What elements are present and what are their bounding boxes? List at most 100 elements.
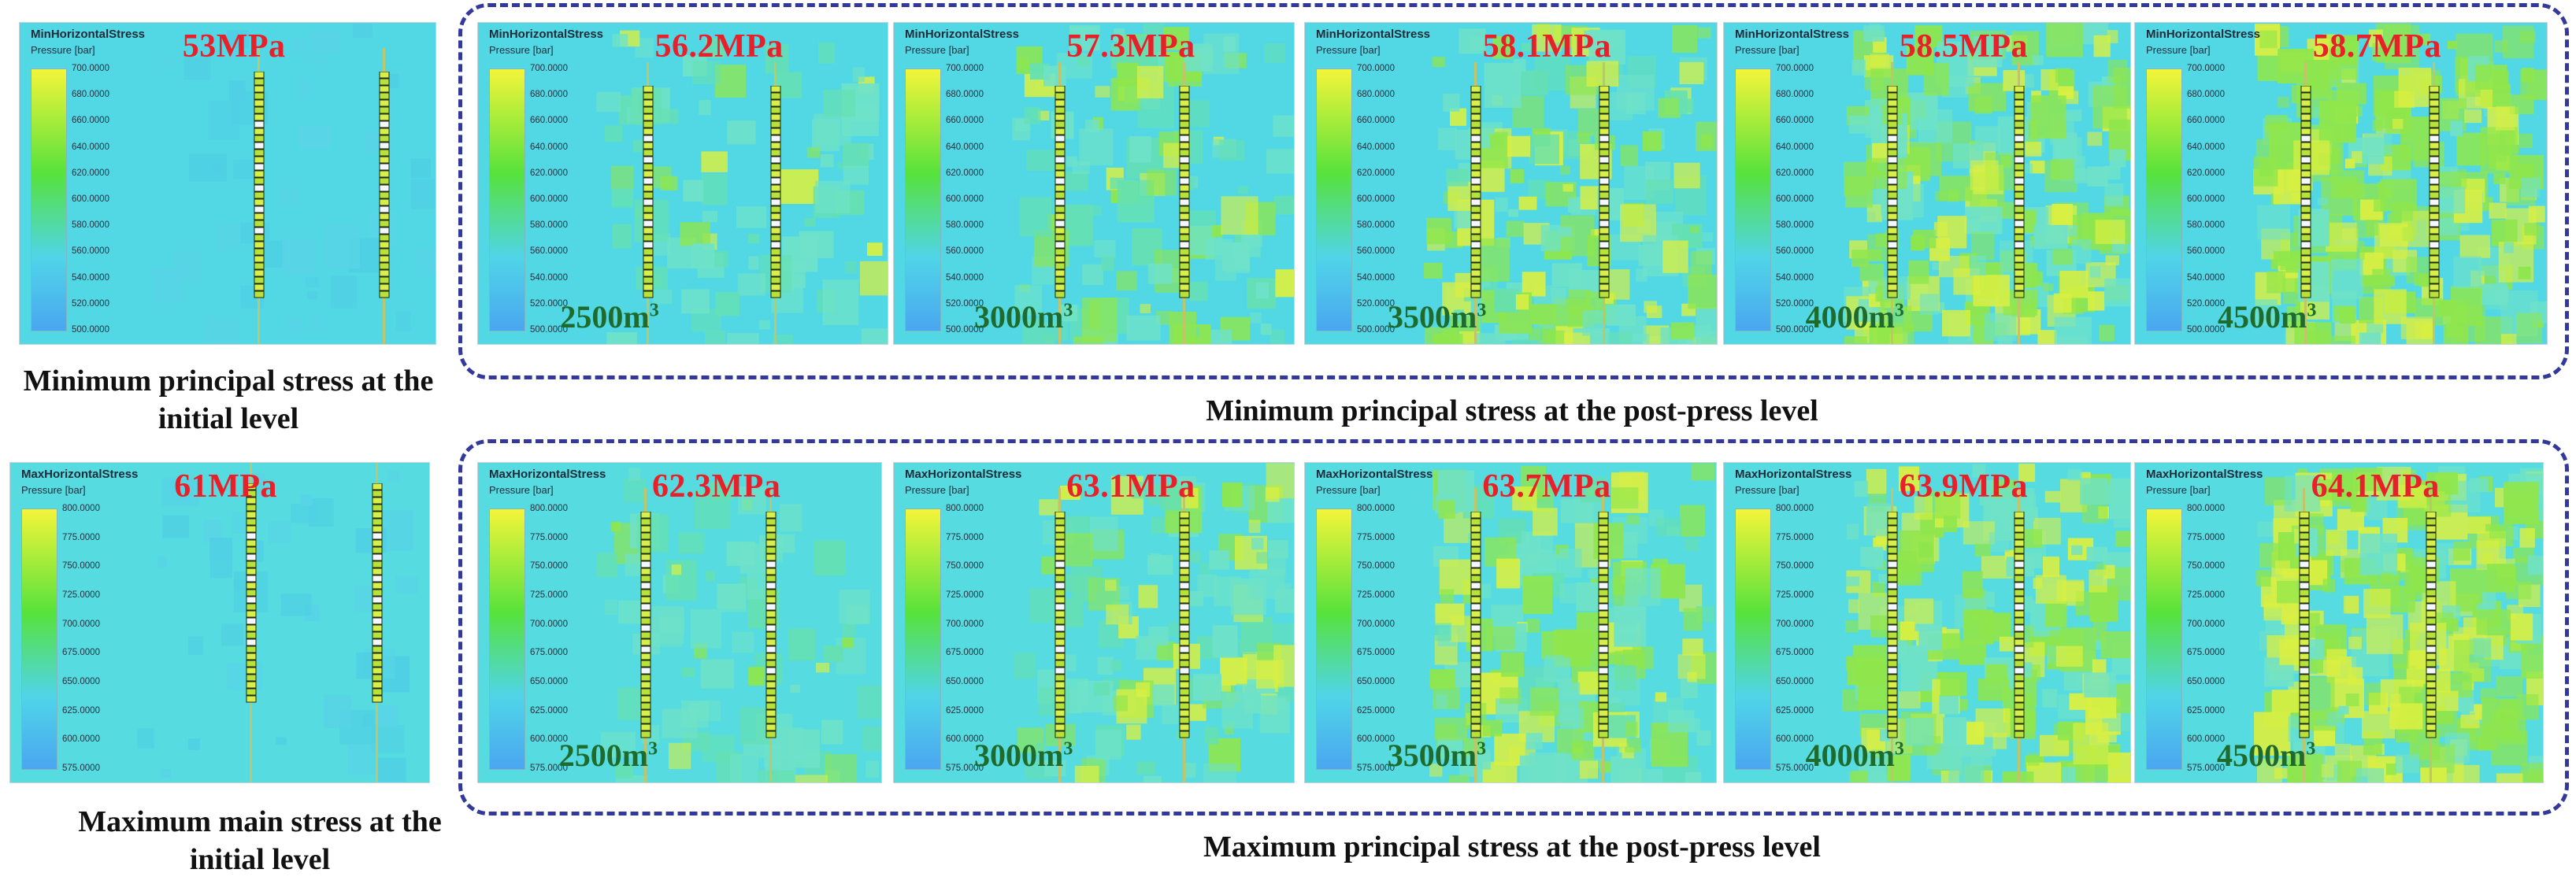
- colorbar-tick-label: 560.0000: [946, 246, 984, 257]
- wellbore-segment: [2299, 553, 2310, 561]
- stress-cell: [2107, 60, 2127, 83]
- stress-cell: [2381, 572, 2393, 585]
- wellbore-segment: [2429, 156, 2440, 164]
- colorbar-tick-label: 500.0000: [1776, 325, 1814, 335]
- wellbore-segment: [254, 156, 265, 164]
- wellbore-segment: [640, 674, 651, 682]
- wellbore-segment: [1054, 163, 1066, 171]
- wellbore-segment: [1179, 149, 1190, 157]
- stress-cell: [2393, 119, 2404, 129]
- wellbore-segment: [2426, 610, 2437, 618]
- volume-exponent: 3: [1894, 300, 1904, 321]
- wellbore-segment: [1179, 660, 1190, 668]
- stress-cell: [2515, 313, 2543, 343]
- wellbore-segment: [1470, 92, 1481, 100]
- wellbore-segment: [1599, 262, 1610, 270]
- stress-cell: [2084, 672, 2117, 698]
- volume-label: 2500m3: [560, 298, 658, 335]
- wellbore-segment: [1470, 113, 1481, 121]
- wellbore-segment: [643, 163, 654, 171]
- wellbore-segment: [1179, 546, 1190, 554]
- wellbore-segment: [379, 248, 390, 256]
- stress-cell: [611, 165, 634, 190]
- colorbar-tick-label: 540.0000: [946, 272, 984, 283]
- wellbore-segment: [1887, 603, 1898, 611]
- wellbore-2: [1179, 512, 1190, 738]
- stress-cell: [2450, 120, 2463, 136]
- wellbore-segment: [379, 92, 390, 100]
- wellbore-segment: [1054, 617, 1066, 625]
- wellbore-segment: [1470, 205, 1481, 213]
- wellbore-segment: [379, 163, 390, 171]
- stress-cell: [1106, 605, 1129, 625]
- wellbore-segment: [1598, 681, 1609, 689]
- stress-cell: [2333, 305, 2355, 321]
- stress-panel-r0-p4: MinHorizontalStress Pressure [bar] 700.000…: [1723, 22, 2131, 345]
- stress-cell: [395, 576, 418, 594]
- wellbore-segment: [1470, 269, 1481, 277]
- stress-cell: [2322, 579, 2336, 593]
- stress-cell: [2032, 55, 2044, 65]
- wellbore-segment: [1054, 631, 1066, 639]
- wellbore-segment: [770, 86, 781, 93]
- stress-cell: [765, 44, 789, 74]
- wellbore-segment: [1599, 92, 1610, 100]
- stress-cell: [1214, 259, 1236, 281]
- wellbore-segment: [1179, 92, 1190, 100]
- stress-cell: [1646, 305, 1662, 319]
- stress-cell: [1429, 764, 1443, 777]
- wellbore-segment: [379, 234, 390, 242]
- colorbar-title: MinHorizontalStress: [31, 28, 146, 41]
- stress-cell: [1970, 160, 1999, 190]
- stress-cell: [1690, 250, 1712, 277]
- colorbar-tick-label: 725.0000: [530, 590, 568, 600]
- wellbore-segment: [1054, 213, 1066, 220]
- stress-panel-r0-p3: MinHorizontalStress Pressure [bar] 700.000…: [1304, 22, 1718, 345]
- stress-cell: [1999, 636, 2015, 652]
- wellbore-segment: [1470, 716, 1481, 724]
- wellbore-segment: [1470, 234, 1481, 242]
- stress-cell: [1525, 733, 1543, 750]
- stress-cell: [1249, 568, 1285, 599]
- pressure-label: 58.1MPa: [1482, 28, 1612, 65]
- stress-cell: [1563, 632, 1592, 658]
- wellbore-segment: [254, 290, 265, 298]
- stress-cell: [2475, 65, 2507, 90]
- wellbore-segment: [1887, 262, 1898, 270]
- stress-cell: [715, 291, 739, 316]
- wellbore-segment: [1470, 709, 1481, 717]
- colorbar-tick-label: 580.0000: [72, 220, 109, 231]
- wellbore-segment: [1470, 674, 1481, 682]
- wellbore-segment: [1598, 674, 1609, 682]
- stress-cell: [2018, 464, 2036, 483]
- colorbar-tick-label: 775.0000: [1357, 532, 1395, 542]
- stress-cell: [596, 91, 621, 113]
- wellbore-segment: [372, 490, 383, 497]
- stress-cell: [846, 605, 869, 624]
- wellbore-segment: [2014, 156, 2025, 164]
- wellbore-segment: [2300, 262, 2311, 270]
- stress-cell: [1043, 65, 1066, 87]
- stress-cell: [376, 705, 398, 728]
- stress-cell: [410, 158, 431, 179]
- colorbar-unit: Pressure [bar]: [2146, 44, 2211, 56]
- stress-cell: [2480, 688, 2496, 702]
- wellbore-segment: [1599, 283, 1610, 291]
- stress-panel-r0-p2: MinHorizontalStress Pressure [bar] 700.000…: [893, 22, 1295, 345]
- volume-exponent: 3: [648, 738, 658, 760]
- volume-label: 2500m3: [559, 737, 658, 774]
- wellbore-segment: [2014, 92, 2025, 100]
- stress-cell: [1939, 694, 1959, 714]
- colorbar-tick-label: 625.0000: [946, 705, 984, 716]
- stress-cell: [1522, 272, 1546, 297]
- wellbore-segment: [1179, 617, 1190, 625]
- wellbore-segment: [2299, 539, 2310, 547]
- colorbar: [489, 509, 525, 770]
- colorbar-tick-label: 640.0000: [1357, 142, 1395, 152]
- wellbore-segment: [1179, 86, 1190, 93]
- wellbore-segment: [379, 177, 390, 185]
- wellbore-segment: [246, 575, 257, 582]
- wellbore-segment: [2014, 624, 2025, 632]
- wellbore-segment: [1179, 142, 1190, 150]
- stress-cell: [1914, 496, 1933, 520]
